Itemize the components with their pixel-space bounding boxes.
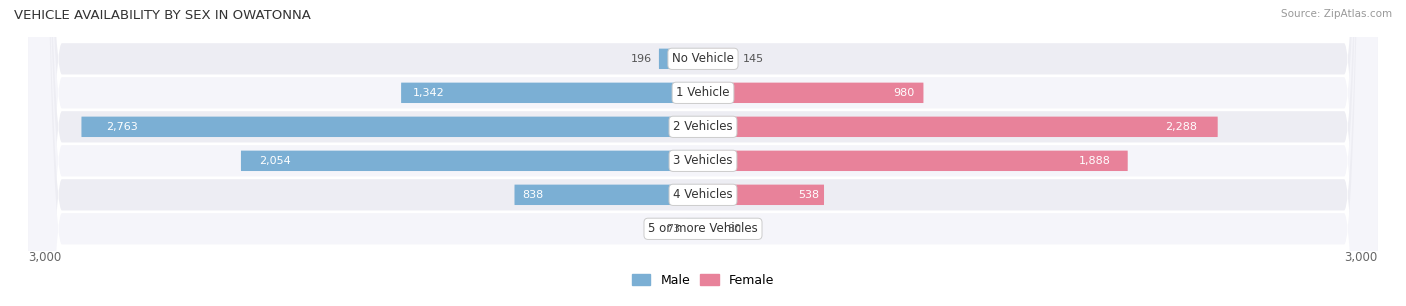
Text: 2,763: 2,763 — [107, 122, 138, 132]
Text: Source: ZipAtlas.com: Source: ZipAtlas.com — [1281, 9, 1392, 19]
Text: No Vehicle: No Vehicle — [672, 52, 734, 65]
Text: 3,000: 3,000 — [28, 251, 62, 264]
FancyBboxPatch shape — [703, 117, 1218, 137]
FancyBboxPatch shape — [240, 151, 703, 171]
Text: 2,288: 2,288 — [1166, 122, 1197, 132]
Text: 3,000: 3,000 — [1344, 251, 1378, 264]
Text: 1 Vehicle: 1 Vehicle — [676, 86, 730, 99]
FancyBboxPatch shape — [28, 0, 1378, 306]
Text: 80: 80 — [728, 224, 742, 234]
Text: VEHICLE AVAILABILITY BY SEX IN OWATONNA: VEHICLE AVAILABILITY BY SEX IN OWATONNA — [14, 9, 311, 22]
Text: 73: 73 — [665, 224, 681, 234]
Text: 1,342: 1,342 — [413, 88, 444, 98]
FancyBboxPatch shape — [686, 218, 703, 239]
Text: 3 Vehicles: 3 Vehicles — [673, 154, 733, 167]
Text: 2,054: 2,054 — [260, 156, 291, 166]
FancyBboxPatch shape — [28, 0, 1378, 306]
Text: 145: 145 — [742, 54, 763, 64]
Legend: Male, Female: Male, Female — [627, 269, 779, 292]
Text: 196: 196 — [631, 54, 652, 64]
FancyBboxPatch shape — [515, 185, 703, 205]
Text: 4 Vehicles: 4 Vehicles — [673, 188, 733, 201]
FancyBboxPatch shape — [28, 0, 1378, 306]
FancyBboxPatch shape — [82, 117, 703, 137]
FancyBboxPatch shape — [703, 218, 721, 239]
Text: 980: 980 — [893, 88, 915, 98]
Text: 2 Vehicles: 2 Vehicles — [673, 120, 733, 133]
Text: 1,888: 1,888 — [1078, 156, 1111, 166]
FancyBboxPatch shape — [28, 0, 1378, 306]
FancyBboxPatch shape — [703, 49, 735, 69]
FancyBboxPatch shape — [28, 0, 1378, 306]
FancyBboxPatch shape — [401, 83, 703, 103]
Text: 538: 538 — [799, 190, 820, 200]
FancyBboxPatch shape — [659, 49, 703, 69]
Text: 838: 838 — [522, 190, 543, 200]
FancyBboxPatch shape — [703, 83, 924, 103]
Text: 5 or more Vehicles: 5 or more Vehicles — [648, 222, 758, 235]
FancyBboxPatch shape — [703, 185, 824, 205]
FancyBboxPatch shape — [28, 0, 1378, 306]
FancyBboxPatch shape — [703, 151, 1128, 171]
